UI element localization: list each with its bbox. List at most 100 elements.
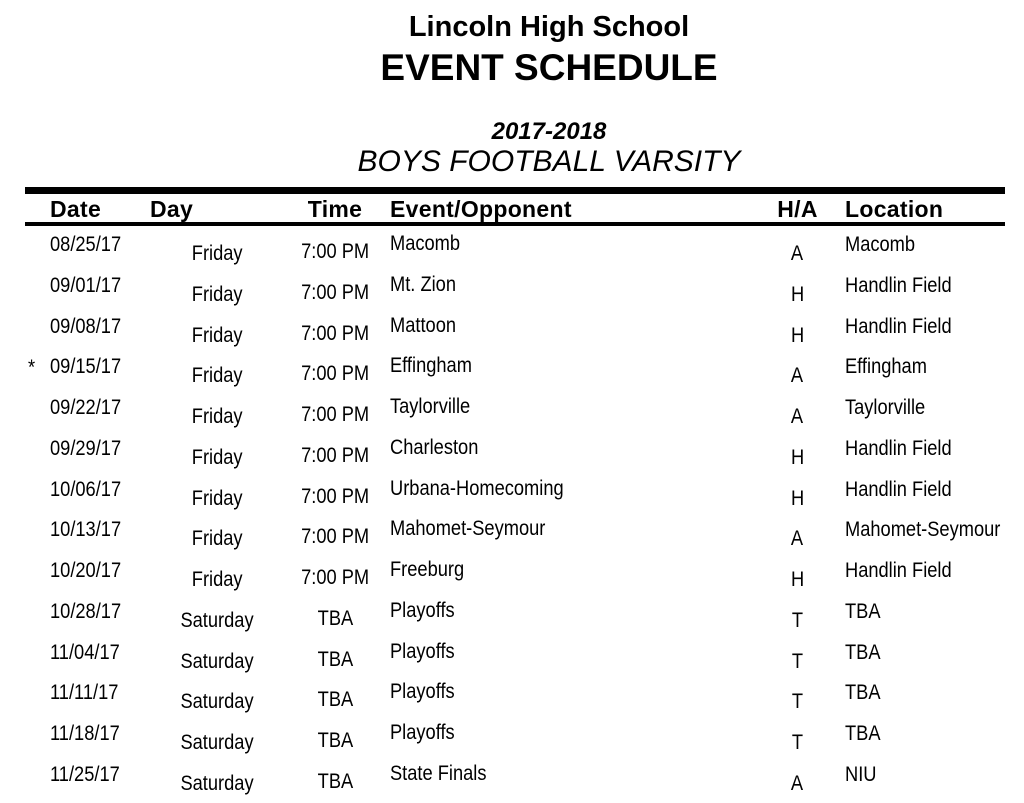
cell-event-opponent: Taylorville bbox=[390, 395, 471, 418]
cell-home-away: H bbox=[790, 486, 805, 510]
table-row: 10/28/17 Saturday TBA Playoffs T TBA bbox=[25, 599, 1005, 640]
cell-event-opponent: Effingham bbox=[390, 354, 472, 378]
table-header-row: Date Day Time Event/Opponent H/A Locatio… bbox=[25, 196, 1005, 222]
cell-date: 10/06/17 bbox=[50, 477, 122, 501]
row-flag-asterisk bbox=[25, 762, 50, 803]
cell-event-opponent: State Finals bbox=[390, 761, 487, 785]
cell-location: Mahomet-Seymour bbox=[845, 518, 1001, 542]
cell-date: 10/28/17 bbox=[50, 599, 122, 623]
cell-event-opponent: Freeburg bbox=[390, 558, 465, 581]
cell-date: 11/04/17 bbox=[50, 640, 120, 664]
cell-day: Saturday bbox=[180, 690, 255, 714]
cell-time: 7:00 PM bbox=[300, 321, 370, 345]
table-row: 10/13/17 Friday 7:00 PM Mahomet-Seymour … bbox=[25, 517, 1005, 558]
cell-time: 7:00 PM bbox=[300, 280, 370, 304]
cell-event-opponent: Mt. Zion bbox=[390, 272, 456, 296]
table-row: 09/01/17 Friday 7:00 PM Mt. Zion H Handl… bbox=[25, 273, 1005, 314]
cell-home-away: H bbox=[790, 282, 805, 306]
cell-home-away: T bbox=[791, 690, 804, 714]
cell-date: 09/29/17 bbox=[50, 436, 122, 460]
header-underline-rule bbox=[25, 222, 1005, 226]
cell-location: Handlin Field bbox=[845, 559, 952, 582]
cell-date: 09/01/17 bbox=[50, 273, 122, 297]
cell-home-away: H bbox=[790, 445, 805, 469]
cell-day: Saturday bbox=[180, 731, 255, 754]
cell-location: Effingham bbox=[845, 355, 927, 379]
cell-event-opponent: Playoffs bbox=[390, 721, 455, 744]
cell-date: 11/18/17 bbox=[50, 722, 120, 745]
cell-home-away: A bbox=[791, 527, 804, 551]
row-flag-asterisk bbox=[25, 436, 50, 477]
table-row: 10/20/17 Friday 7:00 PM Freeburg H Handl… bbox=[25, 558, 1005, 599]
cell-time: 7:00 PM bbox=[300, 525, 370, 549]
row-flag-asterisk bbox=[25, 640, 50, 681]
table-row: 09/29/17 Friday 7:00 PM Charleston H Han… bbox=[25, 436, 1005, 477]
team-label: BOYS FOOTBALL VARSITY bbox=[357, 145, 741, 178]
cell-event-opponent: Playoffs bbox=[390, 598, 455, 622]
table-row: 09/08/17 Friday 7:00 PM Mattoon H Handli… bbox=[25, 314, 1005, 355]
cell-date: 11/25/17 bbox=[50, 762, 120, 786]
cell-location: Macomb bbox=[845, 233, 916, 256]
cell-date: 09/08/17 bbox=[50, 314, 122, 338]
cell-day: Friday bbox=[192, 405, 243, 428]
column-header-home-away: H/A bbox=[777, 196, 818, 222]
cell-day: Friday bbox=[192, 282, 243, 306]
cell-day: Friday bbox=[192, 568, 243, 591]
cell-date: 10/20/17 bbox=[50, 559, 122, 582]
row-flag-asterisk bbox=[25, 395, 50, 436]
column-header-event-opponent: Event/Opponent bbox=[390, 196, 572, 222]
column-header-flag bbox=[25, 196, 50, 222]
cell-location: TBA bbox=[845, 681, 881, 705]
table-row: 11/11/17 Saturday TBA Playoffs T TBA bbox=[25, 680, 1005, 721]
column-header-day: Day bbox=[150, 196, 194, 222]
cell-home-away: T bbox=[791, 649, 804, 673]
cell-time: TBA bbox=[317, 769, 353, 793]
cell-event-opponent: Playoffs bbox=[390, 639, 455, 663]
row-flag-asterisk bbox=[25, 599, 50, 640]
table-row: 11/04/17 Saturday TBA Playoffs T TBA bbox=[25, 640, 1005, 681]
cell-day: Saturday bbox=[180, 771, 255, 795]
column-header-location: Location bbox=[845, 196, 944, 222]
school-name: Lincoln High School bbox=[408, 11, 690, 43]
cell-date: 09/22/17 bbox=[50, 396, 122, 419]
row-flag-asterisk bbox=[25, 232, 50, 273]
row-flag-asterisk bbox=[25, 680, 50, 721]
cell-home-away: H bbox=[790, 568, 805, 591]
cell-day: Friday bbox=[192, 364, 243, 388]
cell-event-opponent: Charleston bbox=[390, 435, 479, 459]
cell-time: 7:00 PM bbox=[300, 566, 370, 589]
table-row: 09/22/17 Friday 7:00 PM Taylorville A Ta… bbox=[25, 395, 1005, 436]
cell-home-away: A bbox=[791, 405, 804, 428]
cell-date: 08/25/17 bbox=[50, 233, 122, 256]
cell-home-away: A bbox=[791, 364, 804, 388]
cell-event-opponent: Urbana-Homecoming bbox=[390, 476, 564, 500]
cell-day: Friday bbox=[192, 445, 243, 469]
table-row: 11/18/17 Saturday TBA Playoffs T TBA bbox=[25, 721, 1005, 762]
page-title: EVENT SCHEDULE bbox=[380, 47, 718, 88]
cell-time: TBA bbox=[317, 606, 353, 630]
cell-home-away: T bbox=[791, 608, 804, 632]
cell-event-opponent: Mahomet-Seymour bbox=[390, 517, 546, 541]
row-flag-asterisk bbox=[25, 721, 50, 762]
cell-location: TBA bbox=[845, 599, 881, 623]
column-header-time: Time bbox=[307, 196, 363, 222]
cell-location: Handlin Field bbox=[845, 273, 952, 297]
cell-home-away: A bbox=[791, 242, 804, 265]
table-top-rule bbox=[25, 187, 1005, 194]
cell-home-away: H bbox=[790, 323, 805, 347]
cell-location: Handlin Field bbox=[845, 314, 952, 338]
row-flag-asterisk bbox=[25, 517, 50, 558]
cell-day: Saturday bbox=[180, 608, 255, 632]
row-flag-asterisk: * bbox=[28, 356, 36, 380]
cell-day: Saturday bbox=[180, 649, 255, 673]
row-flag-asterisk bbox=[25, 558, 50, 599]
row-flag-asterisk bbox=[25, 273, 50, 314]
cell-time: 7:00 PM bbox=[300, 240, 370, 263]
cell-day: Friday bbox=[192, 242, 243, 265]
cell-day: Friday bbox=[192, 486, 243, 510]
cell-time: 7:00 PM bbox=[300, 484, 370, 508]
cell-date: 09/15/17 bbox=[50, 355, 122, 379]
cell-time: 7:00 PM bbox=[300, 443, 370, 467]
cell-time: TBA bbox=[317, 647, 353, 671]
